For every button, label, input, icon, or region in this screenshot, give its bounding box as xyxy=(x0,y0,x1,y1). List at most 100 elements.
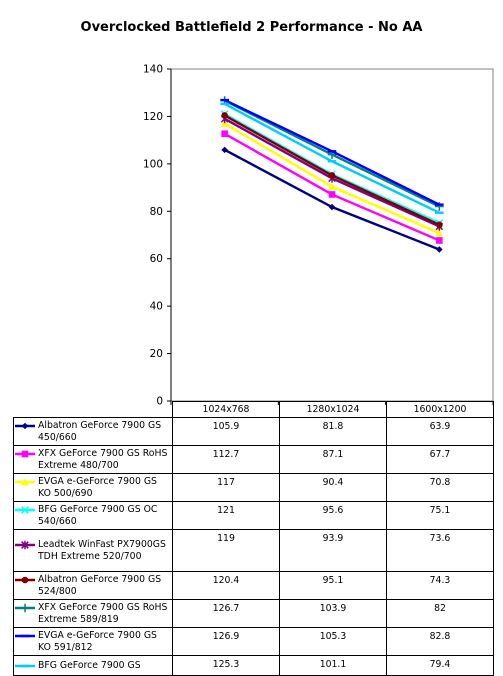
series-name: XFX GeForce 7900 GS RoHS Extreme 589/819 xyxy=(38,601,168,625)
table-row: XFX GeForce 7900 GS RoHS Extreme 480/700… xyxy=(13,445,494,474)
value-cell: 81.8 xyxy=(279,417,387,446)
value-cell: 120.4 xyxy=(172,571,280,600)
value-cell: 74.3 xyxy=(386,571,494,600)
legend-key xyxy=(15,634,35,637)
y-tick-label: 60 xyxy=(150,253,163,265)
value-cell: 95.6 xyxy=(279,501,387,530)
value-cell: 79.4 xyxy=(386,655,494,676)
y-tick-label: 20 xyxy=(150,348,163,360)
value-cell: 105.3 xyxy=(279,627,387,656)
data-point xyxy=(435,229,444,237)
data-point xyxy=(435,211,444,214)
table-row: Leadtek WinFast PX7900GS TDH Extreme 520… xyxy=(13,529,494,572)
legend-key xyxy=(15,450,35,457)
data-point xyxy=(436,246,443,253)
legend-key xyxy=(15,540,35,549)
value-cell: 63.9 xyxy=(386,417,494,446)
series-line xyxy=(221,112,443,229)
series-line xyxy=(220,102,444,214)
data-point xyxy=(328,203,336,211)
series-name: Leadtek WinFast PX7900GS TDH Extreme 520… xyxy=(38,538,166,562)
legend-cell: EVGA e-GeForce 7900 GS KO 500/690 xyxy=(13,473,173,502)
data-point xyxy=(436,221,443,229)
column-header: 1600x1200 xyxy=(386,401,494,418)
data-point xyxy=(435,203,444,206)
legend-cell: XFX GeForce 7900 GS RoHS Extreme 589/819 xyxy=(13,599,173,628)
y-tick-label: 140 xyxy=(143,64,163,76)
value-cell: 93.9 xyxy=(279,529,387,572)
value-cell: 121 xyxy=(172,501,280,530)
legend-key xyxy=(15,664,35,667)
series-line xyxy=(220,119,444,237)
data-point xyxy=(328,191,336,198)
series-name: Albatron GeForce 7900 GS 450/660 xyxy=(38,419,162,443)
data-point xyxy=(220,119,229,127)
plot-area xyxy=(170,68,494,402)
legend-key xyxy=(15,422,35,429)
data-table-header-row: 1024x768 1280x1024 1600x1200 xyxy=(13,401,494,418)
table-row: XFX GeForce 7900 GS RoHS Extreme 589/819… xyxy=(13,599,494,628)
data-point xyxy=(220,102,229,106)
y-tick-label: 100 xyxy=(143,158,163,170)
legend-cell: Albatron GeForce 7900 GS 450/660 xyxy=(13,417,173,446)
legend-cell: Albatron GeForce 7900 GS 524/800 xyxy=(13,571,173,600)
value-cell: 117 xyxy=(172,473,280,502)
value-cell: 82.8 xyxy=(386,627,494,656)
y-tick-label: 120 xyxy=(143,111,163,123)
data-point xyxy=(327,160,337,163)
legend-cell: BFG GeForce 7900 GS xyxy=(13,655,173,676)
legend-key xyxy=(15,603,35,612)
data-point xyxy=(221,146,228,154)
value-cell: 103.9 xyxy=(279,599,387,628)
y-tick-label: 80 xyxy=(150,206,163,218)
table-row: Albatron GeForce 7900 GS 450/660 105.9 81.… xyxy=(13,417,494,446)
legend-cell: Leadtek WinFast PX7900GS TDH Extreme 520… xyxy=(13,529,173,572)
table-row: EVGA e-GeForce 7900 GS KO 591/812 126.9 10… xyxy=(13,627,494,656)
value-cell: 87.1 xyxy=(279,445,387,474)
legend-key xyxy=(15,505,35,514)
legend-key xyxy=(15,477,35,485)
value-cell: 90.4 xyxy=(279,473,387,502)
value-cell: 126.7 xyxy=(172,599,280,628)
data-point xyxy=(221,130,228,138)
series-line xyxy=(221,130,443,244)
value-cell: 70.8 xyxy=(386,473,494,502)
value-cell: 73.6 xyxy=(386,529,494,572)
column-header: 1280x1024 xyxy=(279,401,387,418)
value-cell: 75.1 xyxy=(386,501,494,530)
data-point xyxy=(328,172,336,179)
value-cell: 95.1 xyxy=(279,571,387,600)
table-row: Albatron GeForce 7900 GS 524/800 120.4 95.… xyxy=(13,571,494,600)
series-name: XFX GeForce 7900 GS RoHS Extreme 480/700 xyxy=(38,447,168,471)
data-table: 1024x768 1280x1024 1600x1200 Albatron Ge… xyxy=(13,401,494,676)
legend-cell: XFX GeForce 7900 GS RoHS Extreme 480/700 xyxy=(13,445,173,474)
value-cell: 119 xyxy=(172,529,280,572)
value-cell: 82 xyxy=(386,599,494,628)
value-cell: 125.3 xyxy=(172,655,280,676)
series-name: Albatron GeForce 7900 GS 524/800 xyxy=(38,573,162,597)
column-header: 1024x768 xyxy=(172,401,280,418)
value-cell: 105.9 xyxy=(172,417,280,446)
table-row: BFG GeForce 7900 GS 125.3 101.1 79.4 xyxy=(13,655,494,676)
data-point xyxy=(221,112,228,119)
series-name: EVGA e-GeForce 7900 GS KO 591/812 xyxy=(38,629,157,653)
legend-cell: BFG GeForce 7900 GS OC 540/660 xyxy=(13,501,173,530)
data-point xyxy=(220,98,229,102)
legend-key xyxy=(15,576,35,583)
y-tick-label: 40 xyxy=(150,301,163,313)
value-cell: 112.7 xyxy=(172,445,280,474)
value-cell: 126.9 xyxy=(172,627,280,656)
series-line xyxy=(221,146,443,253)
series-name: EVGA e-GeForce 7900 GS KO 500/690 xyxy=(38,475,157,499)
value-cell: 101.1 xyxy=(279,655,387,676)
data-point xyxy=(327,150,337,153)
series-line xyxy=(220,98,444,206)
table-row: EVGA e-GeForce 7900 GS KO 500/690 117 90.4… xyxy=(13,473,494,502)
data-point xyxy=(328,182,336,190)
header-empty-cell xyxy=(13,401,173,418)
chart-title: Overclocked Battlefield 2 Performance - … xyxy=(80,20,423,35)
series-name: BFG GeForce 7900 GS OC 540/660 xyxy=(38,503,158,527)
data-point xyxy=(436,237,443,244)
legend-cell: EVGA e-GeForce 7900 GS KO 591/812 xyxy=(13,627,173,656)
